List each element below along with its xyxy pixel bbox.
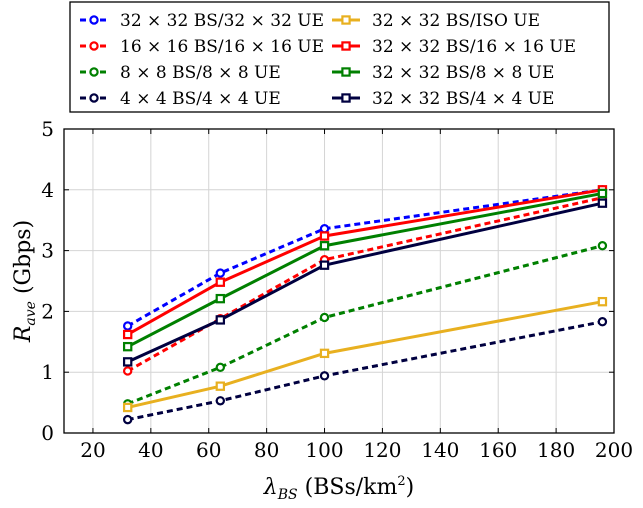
series-line: [126, 188, 603, 336]
legend-label: 32 × 32 BS/32 × 32 UE: [120, 11, 324, 31]
series-16-16-bs-16-16-ue: [122, 193, 608, 376]
legend-marker: [89, 67, 99, 77]
data-point: [122, 357, 133, 367]
legend-marker: [341, 41, 351, 51]
legend-entry: 16 × 16 BS/16 × 16 UE: [80, 37, 324, 57]
series-lines: [122, 185, 608, 425]
data-point: [597, 296, 608, 307]
y-tick-label: 0: [41, 421, 54, 445]
y-tick-label: 2: [41, 299, 54, 323]
x-tick-label: 140: [421, 438, 459, 462]
x-axis-title: λBS (BSs/km2): [263, 474, 414, 503]
data-point: [215, 293, 226, 304]
x-tick-label: 80: [254, 438, 279, 462]
legend-entry: 4 × 4 BS/4 × 4 UE: [80, 89, 281, 109]
data-point: [122, 414, 133, 425]
data-point: [319, 312, 330, 323]
series-32-32-bs-4-4-ue: [122, 198, 608, 367]
series-32-32-bs-8-8-ue: [122, 188, 608, 352]
plot-frame: [63, 128, 615, 434]
data-point: [122, 329, 133, 340]
x-tick-label: 40: [138, 438, 163, 462]
data-point: [597, 188, 608, 199]
data-point: [597, 317, 608, 327]
legend-marker: [341, 67, 351, 77]
legend-label: 8 × 8 BS/8 × 8 UE: [120, 63, 281, 83]
data-point: [215, 268, 226, 278]
data-point: [215, 362, 226, 373]
series-32-32-bs-16-16-ue: [122, 185, 608, 340]
series-8-8-bs-8-8-ue: [122, 241, 608, 409]
series-line: [127, 244, 603, 406]
x-tick-label: 160: [479, 438, 517, 462]
data-point: [319, 260, 330, 270]
series-32-32-bs-iso-ue: [122, 296, 608, 413]
legend-marker: [341, 15, 351, 25]
legend-label: 32 × 32 BS/ISO UE: [372, 11, 540, 31]
data-point: [319, 231, 330, 241]
legend-label: 32 × 32 BS/8 × 8 UE: [372, 63, 554, 83]
legend-entry: 32 × 32 BS/32 × 32 UE: [80, 11, 324, 31]
legend: 32 × 32 BS/32 × 32 UE 16 × 16 BS/16 × 16 …: [69, 1, 610, 113]
data-point: [215, 277, 226, 287]
series-line: [126, 196, 603, 373]
legend-marker: [89, 41, 99, 51]
x-tick-label: 180: [537, 438, 575, 462]
data-point: [215, 381, 226, 391]
data-point: [319, 224, 330, 234]
y-tick-label: 5: [41, 117, 54, 141]
data-point: [319, 241, 330, 251]
y-axis-title: Rave (Gbps): [11, 220, 39, 343]
x-tick-label: 20: [80, 438, 105, 462]
legend-label: 32 × 32 BS/4 × 4 UE: [372, 89, 554, 109]
data-point: [122, 341, 133, 352]
series-4-4-bs-4-4-ue: [122, 317, 608, 425]
x-tick-label: 120: [363, 438, 401, 462]
grid: [64, 129, 614, 433]
data-point: [319, 348, 330, 359]
legend-entry: 32 × 32 BS/16 × 16 UE: [332, 37, 576, 57]
y-tick-label: 4: [41, 178, 54, 202]
data-point: [319, 371, 330, 381]
data-point: [122, 366, 133, 376]
legend-entry: 8 × 8 BS/8 × 8 UE: [80, 63, 281, 83]
series-line: [126, 191, 603, 348]
legend-label: 16 × 16 BS/16 × 16 UE: [120, 37, 324, 57]
legend-marker: [341, 93, 351, 103]
series-line: [127, 320, 603, 422]
x-tick-label: 100: [305, 438, 343, 462]
series-line: [127, 300, 603, 409]
series-line: [127, 201, 603, 364]
legend-marker: [89, 93, 99, 103]
legend-label: 4 × 4 BS/4 × 4 UE: [120, 89, 281, 109]
x-tick-label: 60: [196, 438, 221, 462]
legend-label: 32 × 32 BS/16 × 16 UE: [372, 37, 576, 57]
series-line: [126, 188, 603, 328]
data-point: [597, 241, 608, 251]
x-tick-label: 200: [595, 438, 633, 462]
legend-marker: [89, 15, 99, 25]
legend-entry: 32 × 32 BS/4 × 4 UE: [332, 89, 554, 109]
data-point: [597, 198, 608, 208]
axis-ticks: 20 40 60 80 100 120 140 160 180 200 0 1 2 3 4 5: [41, 117, 633, 462]
y-tick-label: 3: [41, 239, 54, 263]
legend-entry: 32 × 32 BS/8 × 8 UE: [332, 63, 554, 83]
y-tick-label: 1: [41, 360, 54, 384]
data-point: [215, 315, 226, 325]
data-point: [215, 396, 226, 406]
data-point: [122, 402, 133, 413]
data-point: [122, 321, 133, 331]
legend-entry: 32 × 32 BS/ISO UE: [332, 11, 540, 31]
